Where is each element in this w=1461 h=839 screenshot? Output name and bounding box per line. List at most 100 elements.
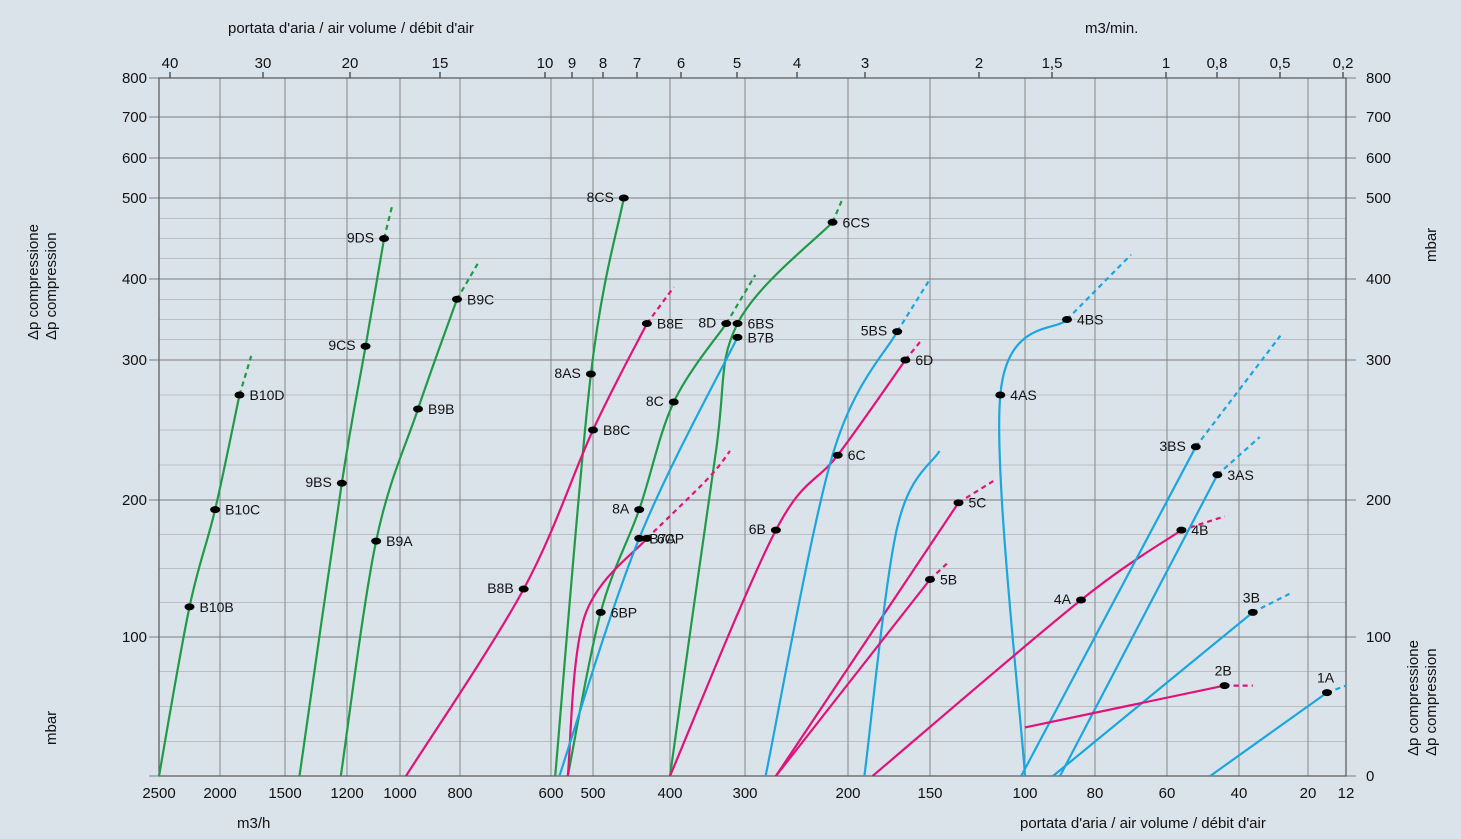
point-6CS — [827, 218, 838, 226]
curve-8 — [554, 197, 625, 777]
point-B8C — [588, 426, 598, 434]
x-tick-top: 0,2 — [1333, 55, 1354, 72]
y-tick-left: 600 — [122, 150, 147, 167]
point-8D — [721, 320, 732, 328]
curve-9 — [298, 238, 386, 777]
point-label-B9A: B9A — [386, 533, 413, 549]
curve-5C — [774, 502, 960, 777]
point-B8B — [518, 585, 529, 593]
point-label-B7A: B7A — [649, 530, 676, 546]
curve-4AB — [871, 529, 1183, 777]
point-9BS — [336, 479, 347, 487]
curve-8AB — [566, 322, 728, 777]
y-tick-left: 300 — [122, 352, 147, 369]
curve-4-extension — [1066, 253, 1132, 321]
point-label-3AS: 3AS — [1227, 467, 1253, 483]
x-tick-bottom: 20 — [1300, 785, 1317, 802]
point-B9A — [371, 537, 382, 545]
x-tick-top: 40 — [162, 55, 179, 72]
point-3BS — [1190, 443, 1201, 451]
point-1A — [1322, 689, 1332, 697]
left-axis-title-2: Δp compression — [43, 232, 60, 340]
point-label-2B: 2B — [1215, 663, 1232, 679]
point-5B — [925, 575, 935, 583]
point-3AS — [1212, 471, 1223, 479]
x-tick-bottom: 1000 — [383, 785, 416, 802]
curve-4 — [998, 318, 1068, 777]
point-label-9BS: 9BS — [305, 474, 331, 490]
point-B7A — [634, 534, 645, 542]
curve-3B — [1052, 611, 1254, 777]
x-tick-bottom: 300 — [732, 785, 757, 802]
point-label-B10C: B10C — [225, 502, 260, 518]
y-tick-left: 500 — [122, 190, 147, 207]
point-label-8CS: 8CS — [587, 189, 614, 205]
curve-B9 — [339, 298, 459, 777]
x-tick-bottom: 600 — [538, 785, 563, 802]
curve-6CSb — [863, 450, 941, 777]
point-6BP — [595, 608, 606, 616]
point-6B — [770, 526, 781, 534]
point-label-5BS: 5BS — [861, 323, 887, 339]
point-B10C — [210, 506, 221, 514]
point-9DS — [379, 235, 390, 242]
point-label-4B: 4B — [1191, 522, 1208, 538]
y-tick-left: 200 — [122, 492, 147, 509]
point-label-6B: 6B — [749, 521, 766, 537]
x-tick-bottom: 100 — [1012, 785, 1037, 802]
point-8A — [634, 506, 645, 514]
y-tick-right: 500 — [1366, 190, 1391, 207]
point-B9C — [452, 295, 462, 303]
right-axis-title-1: Δp compressione — [1405, 640, 1422, 756]
curve-6x — [668, 359, 907, 777]
x-tick-top: 15 — [432, 55, 449, 72]
curve-6B — [668, 221, 834, 777]
point-6C — [832, 451, 843, 459]
point-label-5B: 5B — [940, 571, 957, 587]
x-tick-top: 10 — [537, 55, 554, 72]
x-tick-top: 2 — [975, 55, 983, 72]
points: B10B B10C B10D 9BS 9CS 9DS B9A B9B B9C 8AS 8CS 6BP 8… — [184, 189, 1335, 697]
curve-B10 — [157, 394, 241, 777]
point-label-B8C: B8C — [603, 422, 630, 438]
curve-5B — [775, 578, 931, 777]
point-label-8D: 8D — [698, 315, 716, 331]
point-6BS — [732, 320, 743, 328]
x-tick-top: 0,8 — [1207, 55, 1228, 72]
grid — [149, 72, 1356, 777]
point-label-4BS: 4BS — [1077, 312, 1103, 328]
point-label-B7B: B7B — [748, 329, 774, 345]
y-tick-right: 100 — [1366, 629, 1391, 646]
x-tick-top: 0,5 — [1270, 55, 1291, 72]
point-8CS — [618, 194, 629, 202]
point-4B — [1176, 526, 1187, 534]
x-tick-bottom: 800 — [447, 785, 472, 802]
x-tick-bottom: 80 — [1087, 785, 1104, 802]
point-B8E — [641, 320, 652, 328]
point-4BS — [1062, 316, 1072, 323]
bottom-right-axis-title: portata d'aria / air volume / débit d'ai… — [1020, 815, 1266, 832]
x-tick-bottom: 500 — [580, 785, 605, 802]
y-tick-right: 700 — [1366, 109, 1391, 126]
point-label-B10B: B10B — [200, 599, 234, 615]
point-label-6C: 6C — [848, 447, 866, 463]
plot-frame — [158, 77, 1347, 777]
point-label-B9C: B9C — [467, 291, 494, 307]
y-tick-right: 200 — [1366, 492, 1391, 509]
point-label-6BP: 6BP — [611, 604, 637, 620]
y-tick-left: 400 — [122, 271, 147, 288]
y-tick-left: 800 — [122, 70, 147, 87]
y-tick-right: 300 — [1366, 352, 1391, 369]
point-label-B8B: B8B — [487, 580, 513, 596]
point-label-6CS: 6CS — [843, 214, 870, 230]
y-tick-right: 800 — [1366, 70, 1391, 87]
ticks: 8007006005004003002001008007006005004003… — [122, 55, 1391, 802]
x-tick-bottom: 400 — [657, 785, 682, 802]
x-tick-bottom: 150 — [917, 785, 942, 802]
x-tick-top: 1,5 — [1042, 55, 1063, 72]
point-6CP — [641, 534, 652, 542]
point-B10D — [234, 391, 245, 399]
point-9CS — [360, 342, 371, 350]
